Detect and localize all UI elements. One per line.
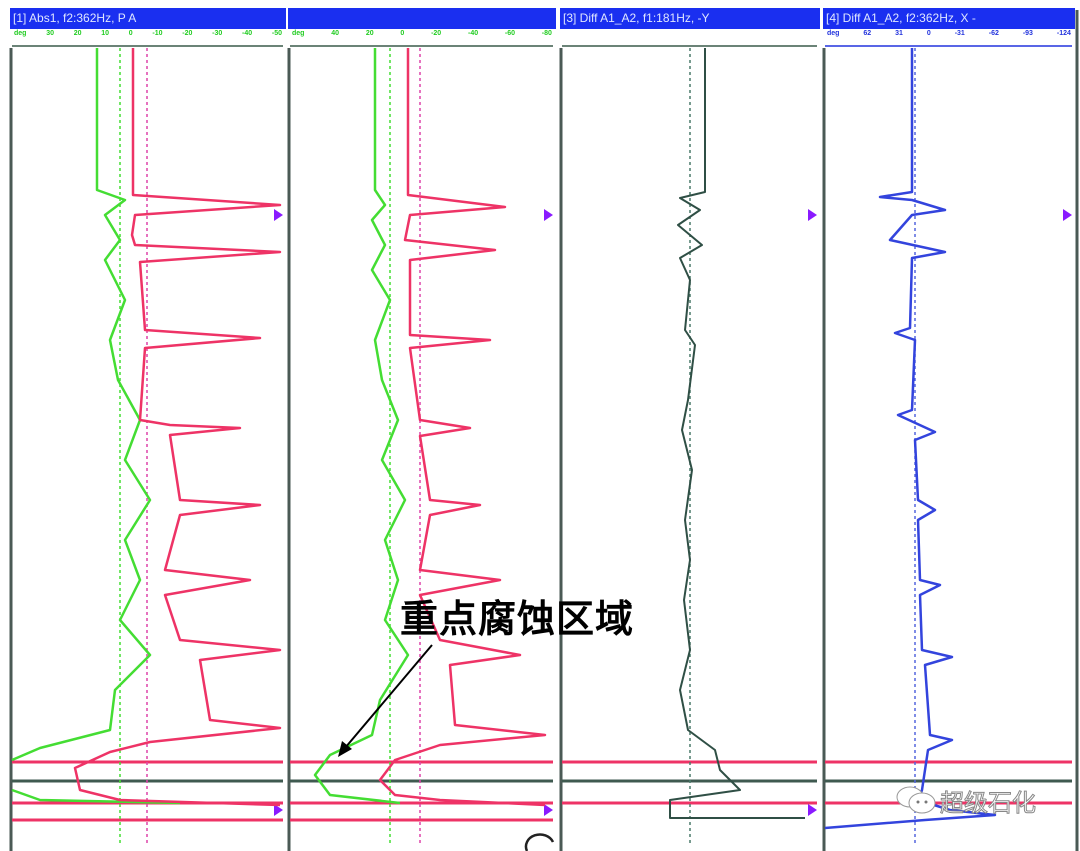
marker-triangle bbox=[1063, 209, 1072, 221]
watermark-text: 超级石化 bbox=[940, 789, 1037, 818]
scale-label: 0 bbox=[400, 30, 405, 37]
wechat-icon bbox=[896, 786, 936, 814]
trace-green bbox=[11, 48, 152, 762]
panel-4-scale: deg 62 31 0 -31 -62 -93 -124 bbox=[823, 30, 1075, 48]
scale-label: 0 bbox=[926, 30, 931, 37]
scale-label: 31 bbox=[895, 30, 903, 37]
scale-label: 10 bbox=[101, 30, 110, 37]
scale-label: -20 bbox=[182, 30, 193, 37]
marker-triangle bbox=[808, 209, 817, 221]
scale-label: -40 bbox=[467, 30, 479, 37]
panel-2-scale: deg 40 20 0 -20 -40 -60 -80 bbox=[288, 30, 556, 48]
panel-4: [4] Diff A1_A2, f2:362Hz, X - deg 62 31 0 -3… bbox=[823, 8, 1075, 851]
panel-1: [1] Abs1, f2:362Hz, P A deg 30 20 10 0 -10 -20… bbox=[10, 8, 286, 851]
scale-label: deg bbox=[827, 30, 840, 37]
marker-triangle bbox=[274, 209, 283, 221]
trace-green bbox=[11, 788, 181, 805]
scale-label: -10 bbox=[152, 30, 163, 37]
scale-label: deg bbox=[292, 30, 305, 37]
scale-label: -124 bbox=[1056, 30, 1071, 37]
panel-2-title bbox=[288, 8, 556, 29]
scale-label: deg bbox=[14, 30, 27, 37]
panel-3-title: [3] Diff A1_A2, f1:181Hz, -Y bbox=[560, 8, 820, 29]
trace-blue bbox=[824, 48, 997, 830]
scale-label: -60 bbox=[504, 30, 516, 37]
trace-red bbox=[73, 48, 282, 807]
scale-label: -20 bbox=[431, 30, 442, 37]
scale-label: 40 bbox=[331, 30, 340, 37]
scale-label: -31 bbox=[954, 30, 965, 37]
scale-label: -40 bbox=[242, 30, 253, 37]
panel-2: deg 40 20 0 -20 -40 -60 -80 bbox=[288, 8, 556, 851]
scale-label: -80 bbox=[541, 30, 552, 37]
panel-1-scale: deg 30 20 10 0 -10 -20 -30 -40 -50 bbox=[10, 30, 286, 48]
scale-label: 20 bbox=[365, 30, 374, 37]
circle-mark bbox=[524, 833, 555, 851]
trace-green bbox=[313, 48, 410, 805]
marker-triangle bbox=[544, 804, 553, 816]
scale-label: 62 bbox=[863, 30, 872, 37]
scale-label: -93 bbox=[1022, 30, 1033, 37]
annotation-arrow-head bbox=[338, 741, 352, 757]
annotation-arrow-line bbox=[344, 644, 433, 749]
panel-4-title: [4] Diff A1_A2, f2:362Hz, X - bbox=[823, 8, 1075, 29]
marker-triangle bbox=[274, 804, 283, 816]
marker-triangle bbox=[808, 804, 817, 816]
scale-label: -30 bbox=[212, 30, 223, 37]
scale-label: -50 bbox=[271, 30, 282, 37]
trace-dark bbox=[669, 48, 805, 819]
scale-label: -62 bbox=[988, 30, 999, 37]
scale-label: 20 bbox=[73, 30, 82, 37]
marker-triangle bbox=[544, 209, 553, 221]
corrosion-zone-label: 重点腐蚀区域 bbox=[400, 596, 635, 641]
trace-red bbox=[378, 48, 547, 807]
panel-1-title: [1] Abs1, f2:362Hz, P A bbox=[10, 8, 286, 29]
scale-label: 30 bbox=[46, 30, 54, 37]
scale-label: 0 bbox=[128, 30, 133, 37]
